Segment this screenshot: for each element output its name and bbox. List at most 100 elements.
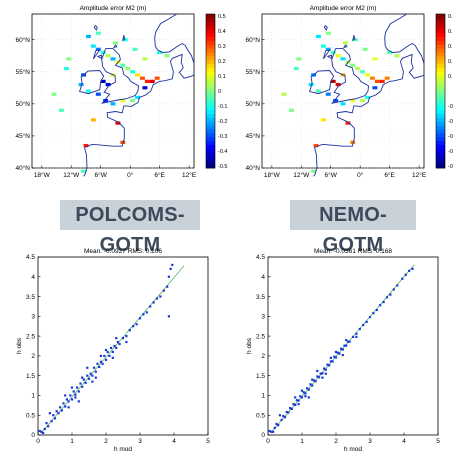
map-error-cell (340, 102, 346, 106)
coastline (154, 13, 178, 47)
scatter-y-tick-label: 1 (261, 393, 265, 400)
scatter-y-tick-label: 3 (31, 314, 35, 321)
colorbar-tick-label: -0.3 (218, 134, 227, 140)
map-y-tick-label: 50°N (15, 100, 30, 108)
scatter-x-tick-label: 0 (36, 438, 40, 445)
map-error-cell (330, 50, 336, 55)
scatter-point (86, 366, 89, 369)
colorbar-segment (206, 33, 215, 38)
scatter-y-tick-label: 3.5 (256, 294, 265, 301)
scatter-point (355, 335, 358, 339)
map-error-cell (350, 140, 356, 144)
colorbar-segment (206, 133, 215, 138)
scatter-point (294, 396, 297, 399)
map-y-tick-label: 50°N (245, 100, 260, 108)
map-error-cell (115, 121, 121, 125)
coastline (313, 147, 318, 177)
map-error-cell (120, 140, 126, 144)
scatter-point (362, 323, 365, 327)
map-y-tick-label: 60°N (15, 36, 30, 44)
coastline (113, 44, 118, 49)
scatter-point (368, 316, 372, 319)
map-error-cell (154, 76, 160, 80)
scatter-x-tick-label: 2 (104, 438, 108, 445)
scatter-y-tick-label: 4 (261, 274, 265, 281)
scatter-point (379, 304, 382, 307)
scatter-point (304, 392, 307, 395)
scatter-y-tick-label: 2.5 (26, 333, 35, 340)
scatter-point (408, 269, 411, 272)
scatter-point (169, 267, 172, 270)
map-error-cell (335, 54, 341, 58)
colorbar-segment (436, 102, 445, 107)
coastline (314, 53, 425, 148)
colorbar-segment (436, 17, 445, 23)
map-error-cell (325, 92, 331, 96)
scatter-point (142, 313, 145, 316)
scatter-point (111, 356, 114, 359)
scatter-y-tick-label: 0.5 (256, 412, 265, 419)
scatter-point (268, 429, 271, 433)
colorbar-segment (436, 56, 445, 61)
scatter-y-label: h obs (246, 337, 253, 354)
amplitude-error-map-polcoms: Amplitude error M2 (m) 18°W 12°W 6°W 0° 6°E 12… (15, 5, 227, 179)
colorbar-segment (436, 91, 445, 96)
colorbar-segment (206, 141, 215, 146)
colorbar-tick-label: 0.3 (218, 44, 226, 50)
map-error-cell (387, 50, 393, 55)
scatter-point (115, 346, 118, 350)
scatter-point (94, 370, 97, 373)
colorbar-segment (206, 79, 215, 84)
colorbar-segment (206, 148, 215, 153)
scatter-y-tick-label: 1 (31, 393, 35, 400)
scatter-point (341, 348, 344, 351)
scatter-point (323, 367, 326, 370)
scatter-point (375, 308, 378, 312)
colorbar-segment (436, 160, 445, 165)
map-error-cell (289, 108, 294, 112)
colorbar-tick-label: -0.1 (218, 104, 227, 110)
scatter-point (86, 374, 89, 377)
map-error-cell (90, 44, 96, 48)
scatter-point (404, 273, 407, 276)
colorbar-segment (436, 60, 445, 65)
map-error-cell (320, 44, 326, 48)
scatter-y-tick-label: 4 (31, 274, 35, 281)
scatter-x-tick-label: 4 (402, 438, 406, 445)
scatter-point (38, 429, 41, 433)
map-error-cell (308, 82, 314, 87)
scatter-point (43, 427, 46, 431)
map-error-cell (149, 79, 155, 83)
colorbar-tick-label: 0. (448, 14, 453, 20)
colorbar-segment (206, 25, 215, 30)
scatter-point (319, 372, 322, 375)
map-error-cell (120, 99, 126, 103)
map-error-cell (100, 79, 106, 83)
map-error-cell (355, 66, 361, 71)
map-error-cell (66, 57, 72, 61)
scatter-y-tick-label: 0 (31, 432, 35, 439)
colorbar-segment (206, 83, 215, 88)
map-error-cell (360, 99, 366, 103)
scatter-point (321, 372, 324, 375)
scatter-point (306, 387, 309, 390)
scatter-point (294, 403, 297, 407)
colorbar-tick-label: 0.1 (218, 74, 226, 80)
scatter-point (297, 403, 300, 406)
scatter-point (329, 360, 332, 363)
map-error-cell (379, 79, 385, 83)
scatter-point (372, 312, 375, 315)
colorbar-tick-label: 0. (448, 74, 453, 80)
colorbar-tick-label: 0.2 (218, 59, 226, 65)
scatter-point (67, 400, 70, 403)
scatter-point (79, 382, 82, 385)
scatter-point (57, 412, 60, 415)
colorbar-segment (436, 79, 445, 84)
colorbar-segment (206, 156, 215, 161)
colorbar-segment (436, 114, 445, 119)
scatter-point (155, 297, 159, 300)
scatter-point (304, 395, 307, 398)
colorbar-tick-label: -0 (448, 164, 453, 170)
colorbar-segment (206, 114, 215, 119)
scatter-point (69, 394, 72, 397)
